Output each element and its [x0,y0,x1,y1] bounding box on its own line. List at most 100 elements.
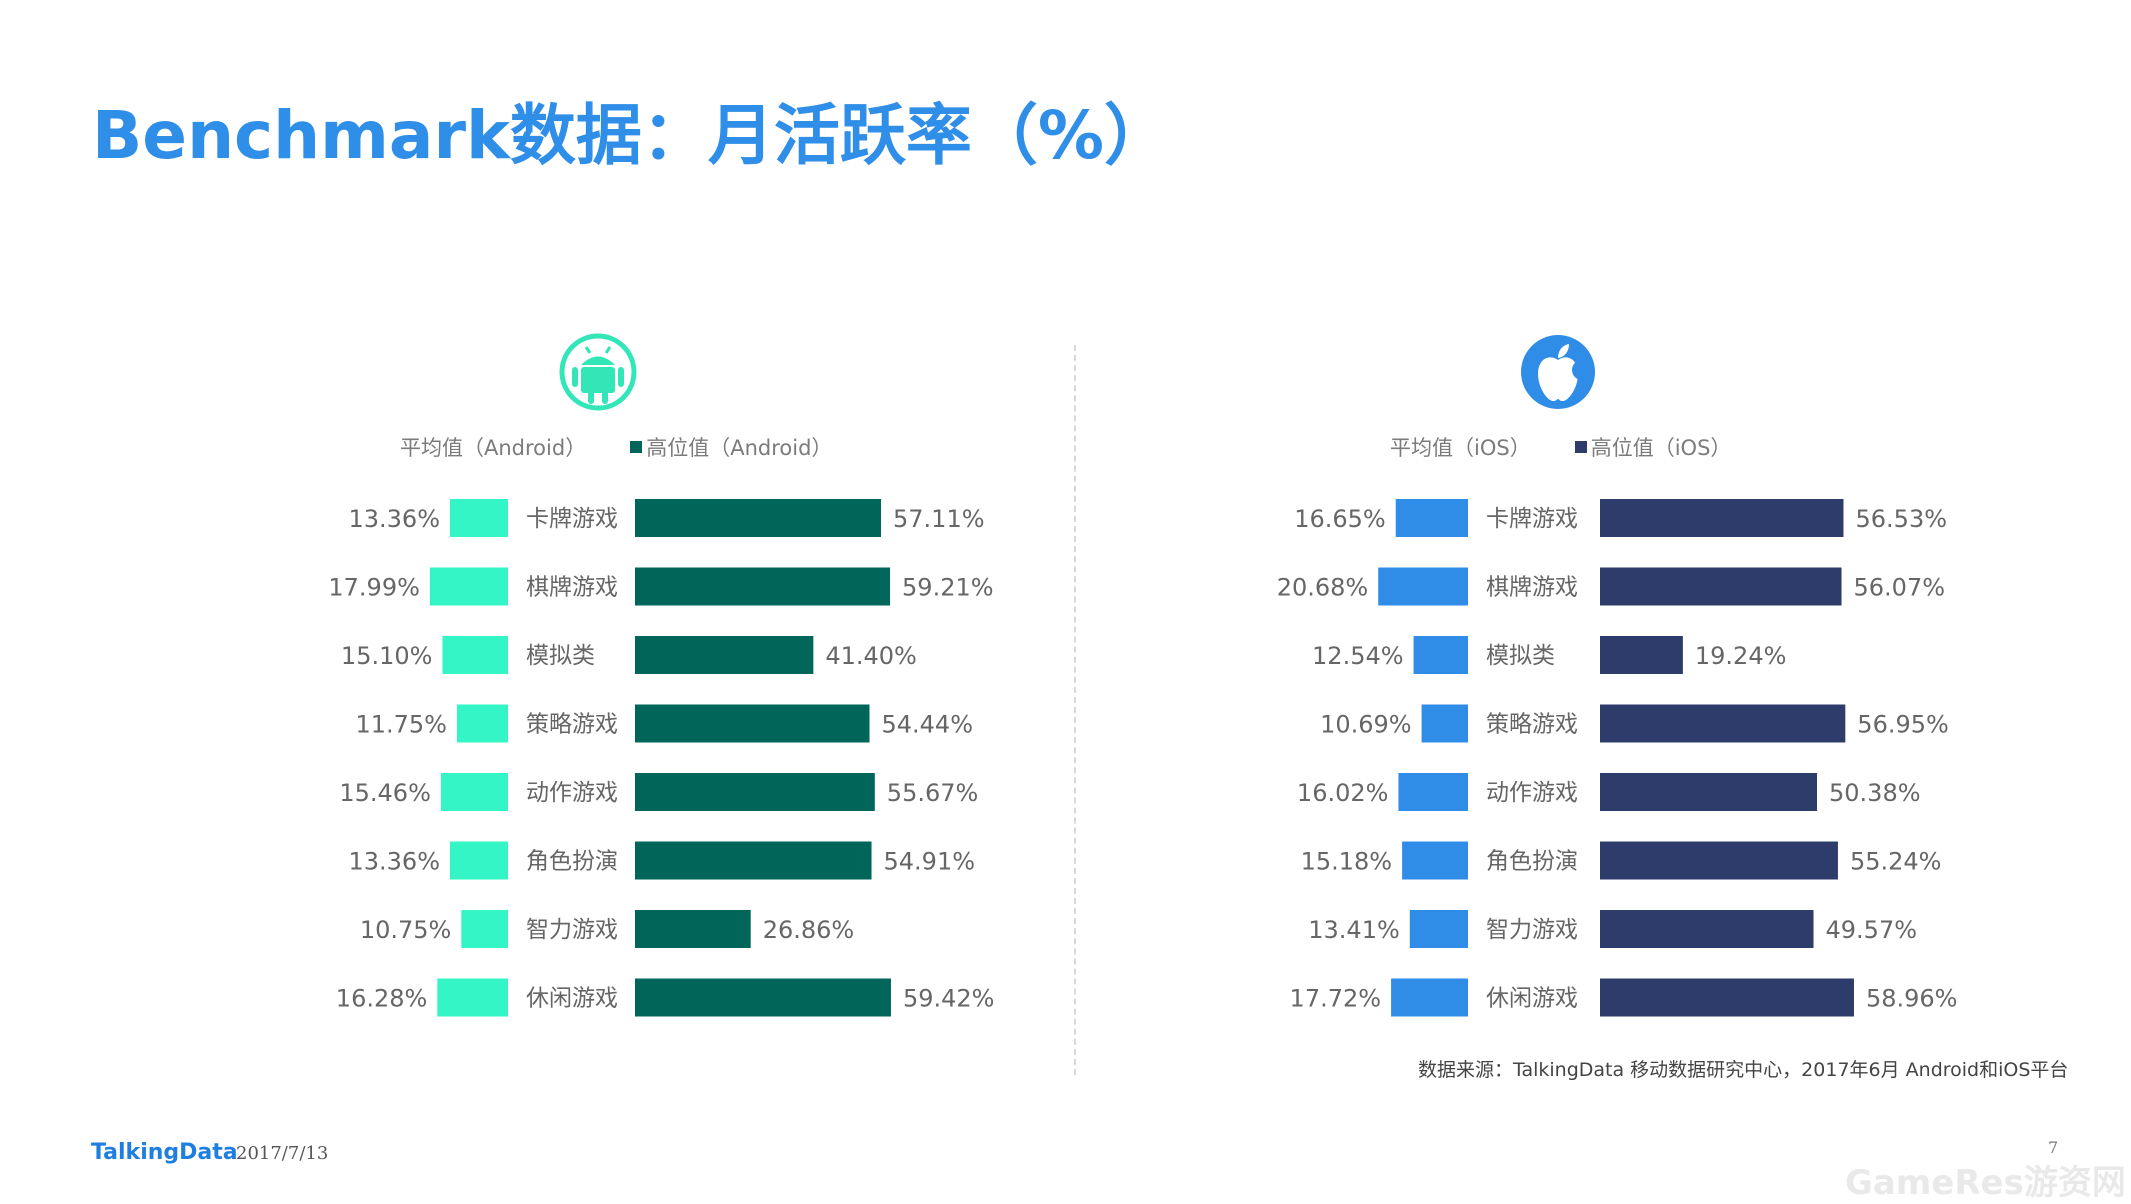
footer-date: 2017/7/13 [236,1143,329,1164]
android-avg-bar [437,978,508,1017]
ios-avg-value-label: 10.69% [1320,711,1412,739]
ios-avg-bar [1409,910,1468,948]
android-avg-bar [440,773,508,811]
ios-high-bar [1600,567,1842,606]
android-high-value-label: 59.21% [902,574,994,602]
ios-chart: 16.65% 卡牌游戏 56.53% 20.68% 棋牌游戏 56.07% 12.54% 模拟… [1277,499,1958,1017]
legend-label-ios-avg: 平均值（iOS） [1390,436,1531,460]
ios-high-bar [1600,773,1818,811]
page-title: Benchmark数据：月活跃率（%） [92,97,1171,174]
ios-high-bar [1600,704,1846,743]
android-high-value-label: 57.11% [893,505,985,533]
android-avg-value-label: 13.36% [348,848,440,876]
android-category-label: 模拟类 [526,643,595,669]
ios-avg-bar [1413,636,1468,674]
android-category-label: 棋牌游戏 [526,575,618,601]
android-high-value-label: 26.86% [763,916,855,944]
ios-avg-bar [1391,978,1468,1017]
android-high-value-label: 59.42% [903,985,995,1013]
android-logo-icon [559,333,637,411]
legend-swatch-ios-high [1574,441,1587,453]
apple-logo-icon [1521,335,1595,409]
ios-avg-value-label: 16.65% [1294,505,1386,533]
android-high-bar [635,978,891,1017]
legend-item-ios-high: 高位值（iOS） [1574,432,1732,462]
ios-high-value-label: 58.96% [1866,985,1958,1013]
android-avg-value-label: 13.36% [348,505,440,533]
ios-high-bar [1600,978,1854,1017]
android-category-label: 智力游戏 [526,917,618,943]
android-avg-value-label: 11.75% [355,711,447,739]
panel-divider [1074,345,1076,1075]
android-avg-value-label: 15.10% [341,642,433,670]
android-avg-value-label: 16.28% [336,985,428,1013]
android-category-label: 卡牌游戏 [526,506,618,532]
android-avg-value-label: 15.46% [339,779,431,807]
ios-high-value-label: 56.07% [1854,574,1946,602]
android-avg-bar [456,704,508,743]
ios-avg-bar [1378,567,1468,606]
ios-high-value-label: 50.38% [1829,779,1921,807]
android-avg-bar [429,567,508,606]
android-category-label: 动作游戏 [526,780,618,806]
android-high-bar [635,704,870,743]
ios-avg-value-label: 13.41% [1308,916,1400,944]
ios-avg-value-label: 17.72% [1290,985,1382,1013]
legend-item-ios-avg: 平均值（iOS） [1390,432,1531,462]
android-high-bar [635,567,891,606]
ios-category-label: 卡牌游戏 [1486,506,1578,532]
android-high-value-label: 55.67% [887,779,979,807]
ios-avg-value-label: 16.02% [1297,779,1389,807]
android-avg-bar [450,841,508,880]
ios-high-bar [1600,841,1838,880]
android-panel: 平均值（Android） 高位值（Android） 13.36% 卡牌游戏 57.1… [20,320,1020,1080]
legend-swatch-android-high [630,441,643,453]
android-avg-value-label: 17.99% [328,574,420,602]
ios-high-bar [1600,499,1844,537]
android-high-bar [635,636,814,674]
legend-item-android-avg: 平均值（Android） [400,432,586,462]
ios-category-label: 动作游戏 [1486,780,1578,806]
android-category-label: 策略游戏 [526,712,618,738]
ios-high-bar [1600,636,1683,674]
android-high-value-label: 54.44% [881,711,973,739]
android-legend: 平均值（Android） 高位值（Android） [400,432,876,462]
android-avg-bar [461,910,508,948]
ios-legend: 平均值（iOS） 高位值（iOS） [1390,432,1775,462]
android-category-label: 休闲游戏 [526,986,618,1012]
data-source-note: 数据来源：TalkingData 移动数据研究中心，2017年6月 Androi… [1418,1059,2069,1081]
legend-label-android-avg: 平均值（Android） [400,436,587,460]
android-avg-bar [442,636,508,674]
android-high-value-label: 41.40% [825,642,917,670]
android-high-bar [635,499,881,537]
ios-high-value-label: 19.24% [1695,642,1787,670]
ios-category-label: 休闲游戏 [1486,986,1578,1012]
ios-category-label: 角色扮演 [1486,849,1578,875]
ios-avg-value-label: 15.18% [1301,848,1393,876]
ios-avg-value-label: 20.68% [1277,574,1369,602]
ios-category-label: 策略游戏 [1486,712,1578,738]
ios-avg-bar [1398,773,1468,811]
ios-high-value-label: 56.95% [1857,711,1949,739]
ios-high-value-label: 49.57% [1826,916,1918,944]
ios-high-value-label: 56.53% [1856,505,1948,533]
android-avg-value-label: 10.75% [360,916,452,944]
android-category-label: 角色扮演 [526,849,618,875]
ios-category-label: 模拟类 [1486,643,1555,669]
android-high-bar [635,773,875,811]
ios-category-label: 棋牌游戏 [1486,575,1578,601]
ios-high-value-label: 55.24% [1850,848,1942,876]
android-avg-bar [450,499,508,537]
ios-avg-bar [1395,499,1468,537]
legend-item-android-high: 高位值（Android） [630,432,832,462]
footer-brand-logo: TalkingData [91,1140,238,1165]
android-high-bar [635,910,751,948]
page-number: 7 [2048,1138,2059,1157]
legend-label-ios-high: 高位值（iOS） [1590,436,1732,460]
ios-category-label: 智力游戏 [1486,917,1578,943]
ios-high-bar [1600,910,1814,948]
android-high-value-label: 54.91% [884,848,976,876]
watermark: GameRes游资网 [1845,1163,2126,1203]
ios-avg-bar [1402,841,1468,880]
legend-label-android-high: 高位值（Android） [646,436,833,460]
